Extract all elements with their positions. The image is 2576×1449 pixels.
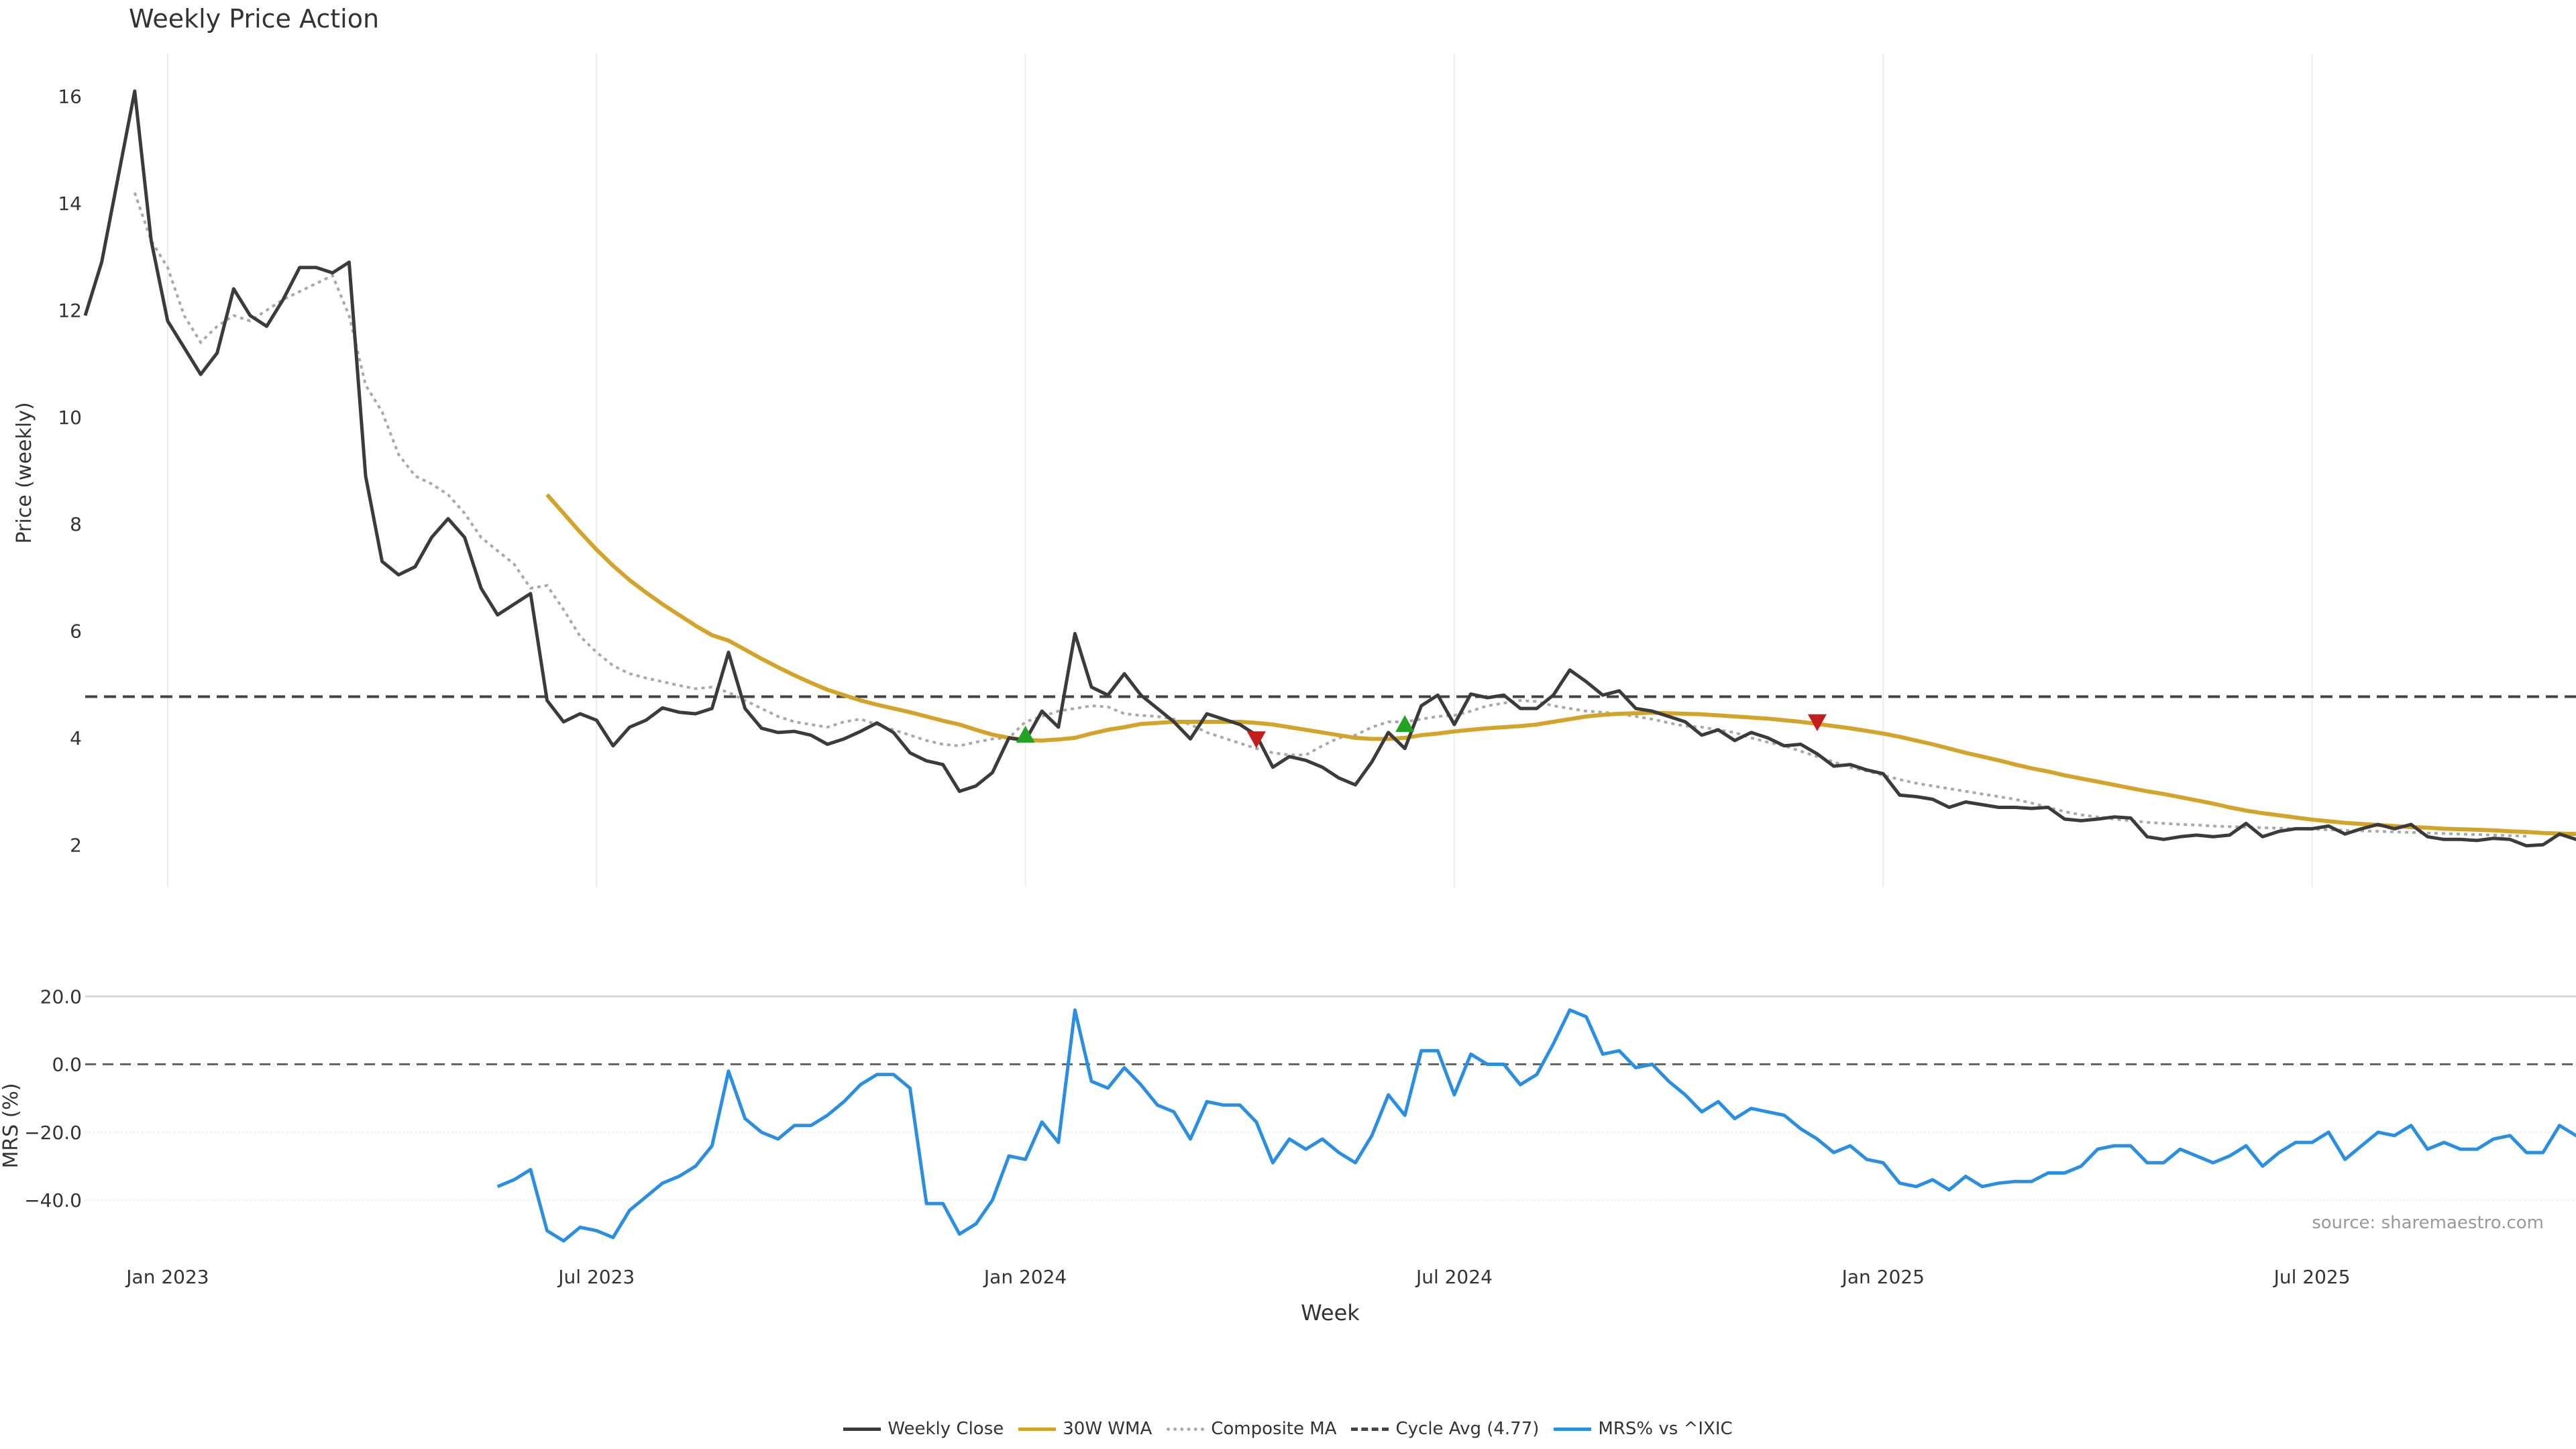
signal-markers: [1016, 714, 1827, 749]
legend-swatch-2: [1167, 1427, 1205, 1431]
price-y-tick-4: 10: [58, 407, 82, 429]
buy-signal-marker-0: [1016, 725, 1035, 743]
legend-item-2[interactable]: Composite MA: [1167, 1419, 1336, 1439]
chart-legend: Weekly Close 30W WMA Composite MA Cycle Avg…: [0, 1415, 2576, 1442]
legend-label-0: Weekly Close: [888, 1419, 1004, 1439]
weekly-close-line: [83, 89, 2576, 848]
legend-swatch-1: [1018, 1427, 1057, 1431]
composite-ma-line: [133, 192, 2527, 838]
price-y-ticks: 2 4 6 8 10 12 14 16: [58, 86, 82, 857]
legend-item-1[interactable]: 30W WMA: [1018, 1419, 1152, 1439]
legend-swatch-3: [1351, 1427, 1389, 1431]
price-y-tick-1: 4: [70, 727, 82, 749]
price-y-tick-3: 8: [70, 513, 82, 535]
price-y-tick-6: 14: [58, 193, 82, 215]
x-tick-0: Jan 2023: [125, 1266, 209, 1288]
price-y-tick-7: 16: [58, 86, 82, 108]
price-y-tick-0: 2: [70, 834, 82, 856]
price-y-axis-label: Price (weekly): [13, 402, 36, 543]
x-axis-ticks: Jan 2023 Jul 2023 Jan 2024 Jul 2024 Jan 2025…: [125, 1266, 2350, 1288]
mrs-y-tick-0: 20.0: [40, 985, 82, 1008]
legend-label-1: 30W WMA: [1063, 1419, 1152, 1439]
mrs-y-tick-1: 0.0: [52, 1054, 82, 1076]
x-tick-3: Jul 2024: [1415, 1266, 1493, 1288]
x-tick-5: Jul 2025: [2273, 1266, 2351, 1288]
legend-item-4[interactable]: MRS% vs ^IXIC: [1554, 1419, 1733, 1439]
legend-swatch-4: [1554, 1427, 1592, 1431]
source-credit: source: sharemaestro.com: [2312, 1213, 2544, 1233]
mrs-y-tick-2: −20.0: [24, 1122, 82, 1144]
price-y-tick-5: 12: [58, 299, 82, 321]
x-tick-1: Jul 2023: [557, 1266, 635, 1288]
buy-signal-marker-2: [1395, 714, 1415, 733]
x-tick-4: Jan 2025: [1841, 1266, 1925, 1288]
mrs-y-tick-3: −40.0: [24, 1189, 82, 1212]
legend-item-0[interactable]: Weekly Close: [843, 1419, 1004, 1439]
x-tick-2: Jan 2024: [983, 1266, 1067, 1288]
wma-30w-line: [545, 493, 2576, 837]
chart-title: Weekly Price Action: [129, 4, 380, 34]
sell-signal-marker-1: [1246, 731, 1266, 749]
legend-item-3[interactable]: Cycle Avg (4.77): [1351, 1419, 1539, 1439]
x-axis-label: Week: [1301, 1300, 1360, 1326]
mrs-y-axis-label: MRS (%): [0, 1083, 23, 1168]
mrs-y-ticks: 20.0 0.0 −20.0 −40.0: [24, 985, 82, 1212]
legend-label-4: MRS% vs ^IXIC: [1598, 1419, 1733, 1439]
price-grid: [166, 54, 2313, 888]
legend-label-2: Composite MA: [1211, 1419, 1337, 1439]
price-y-tick-2: 6: [70, 621, 82, 643]
legend-swatch-0: [843, 1427, 881, 1431]
mrs-line: [496, 1008, 2576, 1243]
sell-signal-marker-3: [1807, 714, 1827, 731]
mrs-grid: [85, 995, 2576, 1201]
legend-label-3: Cycle Avg (4.77): [1395, 1419, 1540, 1439]
